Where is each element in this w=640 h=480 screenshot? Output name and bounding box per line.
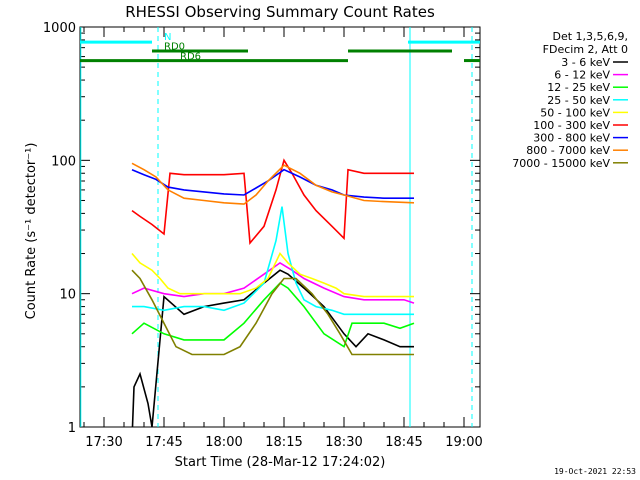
y-axis-label: Count Rate (s⁻¹ detector⁻¹) — [24, 143, 39, 320]
x-axis-label: Start Time (28-Mar-12 17:24:02) — [175, 455, 386, 470]
series-line-2 — [131, 282, 415, 348]
series-line-5 — [131, 158, 414, 245]
legend-entry-label: 6 - 12 keV — [554, 69, 610, 82]
legend-entry-label: 800 - 7000 keV — [526, 144, 610, 157]
series-line-1 — [131, 261, 415, 304]
legend-entry-label: 25 - 50 keV — [547, 94, 610, 107]
state-bar-annotation: RD0 — [164, 41, 185, 52]
y-tick-label: 10 — [59, 288, 76, 303]
x-tick-label: 17:30 — [85, 435, 122, 450]
x-tick-label: 18:45 — [385, 435, 422, 450]
series-line-8 — [131, 269, 414, 356]
chart-title: RHESSI Observing Summary Count Rates — [125, 3, 435, 21]
legend-entry-label: 300 - 800 keV — [533, 132, 610, 145]
y-tick-label: 1000 — [43, 21, 76, 36]
series-line-3 — [132, 206, 414, 316]
y-tick-label: 100 — [51, 154, 76, 169]
legend-header-line: Det 1,3,5,6,9, — [552, 30, 628, 43]
footer-timestamp: 19-Oct-2021 22:53 — [554, 467, 636, 476]
legend-entry-label: 50 - 100 keV — [540, 106, 610, 119]
legend-entry-label: 7000 - 15000 keV — [512, 157, 610, 170]
plot-frame — [79, 26, 481, 428]
legend-entry-label: 100 - 300 keV — [533, 119, 610, 132]
series-line-7 — [131, 162, 415, 205]
legend-header-line: FDecim 2, Att 0 — [543, 43, 628, 56]
state-bar-annotation: RD6 — [180, 52, 201, 63]
x-tick-label: 18:00 — [205, 435, 242, 450]
x-tick-label: 19:00 — [445, 435, 482, 450]
state-bar-annotation: N — [164, 32, 171, 43]
x-tick-label: 17:45 — [145, 435, 182, 450]
series-line-4 — [131, 252, 414, 298]
legend-entry-label: 3 - 6 keV — [561, 56, 610, 69]
legend-entry-label: 12 - 25 keV — [547, 81, 610, 94]
x-tick-label: 18:30 — [325, 435, 362, 450]
x-tick-label: 18:15 — [265, 435, 302, 450]
y-tick-label: 1 — [68, 421, 76, 436]
